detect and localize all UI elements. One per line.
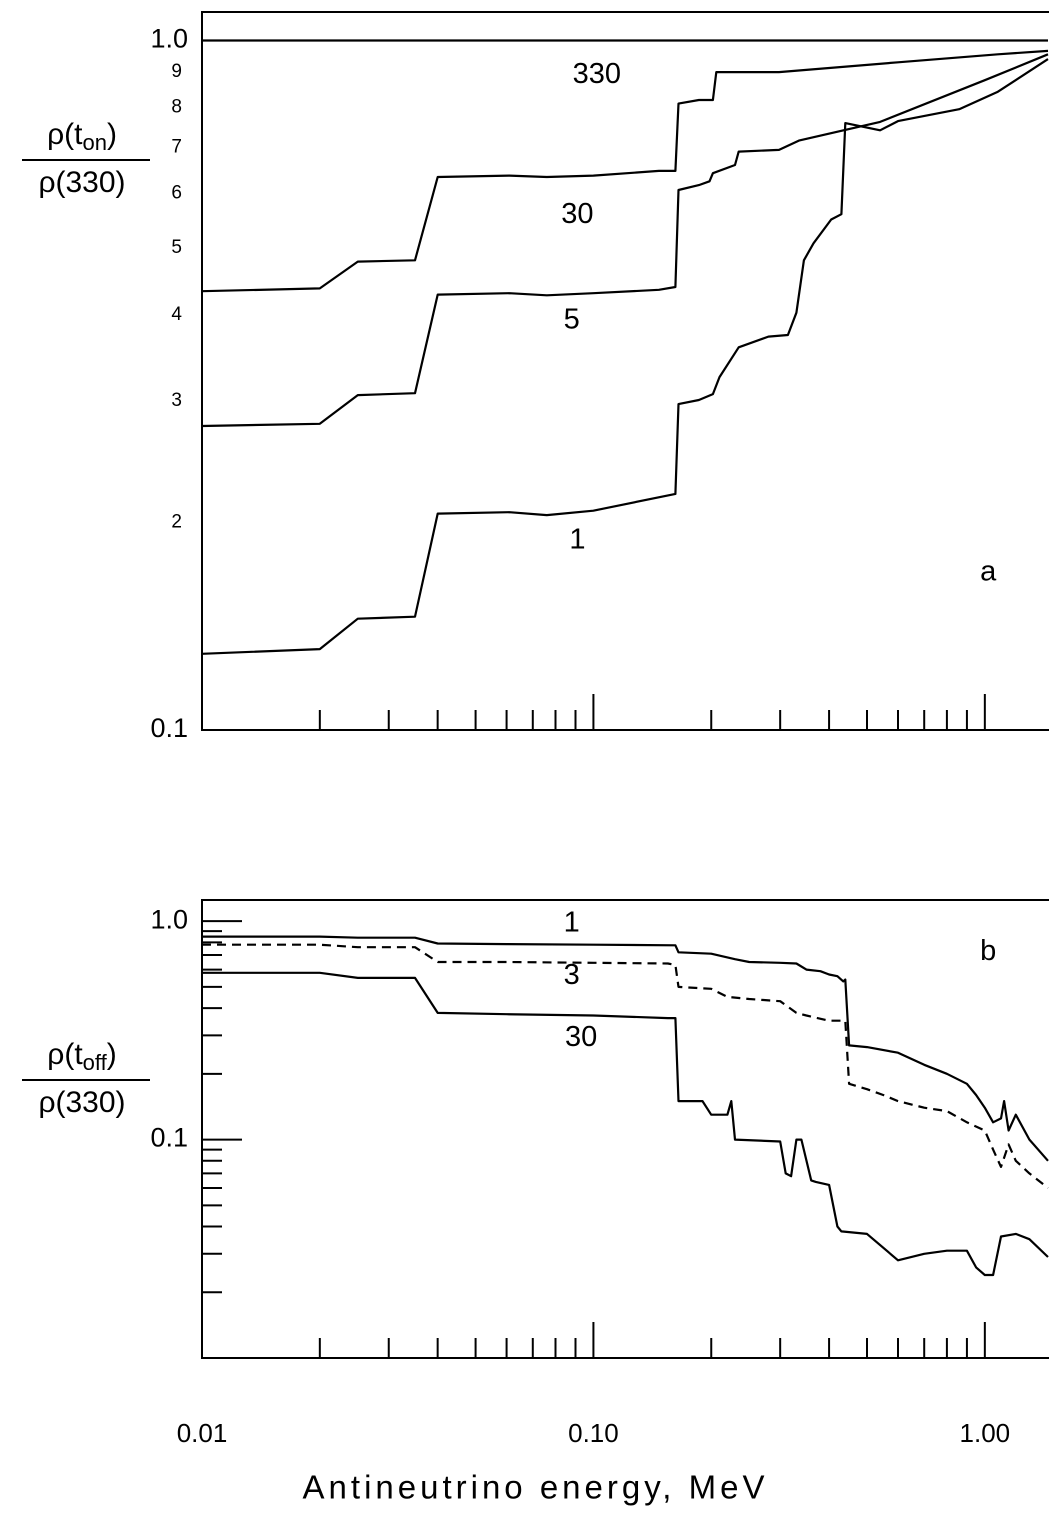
y-label-subscript: off <box>83 1050 108 1075</box>
y-label-text: ρ(t <box>47 1038 83 1071</box>
y-tick-label: 5 <box>171 237 182 258</box>
y-label-denominator: ρ(330) <box>38 166 125 199</box>
curve <box>202 935 1049 1162</box>
y-tick-label: 1.0 <box>150 904 188 934</box>
annotation: 1 <box>564 907 580 939</box>
annotation: 1 <box>569 524 585 556</box>
curve <box>202 971 1049 1277</box>
y-label-text: ρ(t <box>47 118 83 151</box>
y-tick-label: 0.1 <box>150 1123 188 1153</box>
y-tick-label: 6 <box>171 183 182 204</box>
annotation: 3 <box>564 959 580 991</box>
curve <box>201 49 1049 293</box>
y-tick-label: 8 <box>171 96 182 117</box>
x-label: Antineutrino energy, MeV <box>303 1469 769 1506</box>
x-tick-label: 0.01 <box>177 1418 228 1448</box>
y-label-text: ) <box>107 1038 117 1071</box>
curve <box>201 53 1049 428</box>
y-label-numerator: ρ(toff) <box>47 1038 116 1075</box>
annotation: 30 <box>561 198 593 230</box>
plot-frame <box>201 11 1049 731</box>
plot-frame <box>201 899 1049 1359</box>
y-tick-label: 7 <box>171 136 182 157</box>
annotation: b <box>980 935 996 967</box>
y-tick-label: 0.1 <box>150 713 188 743</box>
y-label-numerator: ρ(ton) <box>47 118 117 155</box>
annotation: 5 <box>564 304 580 336</box>
y-label-text: ) <box>107 118 117 151</box>
y-tick-label: 1.0 <box>150 24 188 54</box>
y-tick-label: 3 <box>171 390 182 411</box>
curve <box>202 943 1049 1189</box>
y-tick-label: 9 <box>171 61 182 82</box>
y-tick-label: 4 <box>171 304 182 325</box>
x-tick-label: 1.00 <box>960 1418 1011 1448</box>
curve <box>201 58 1049 655</box>
y-label-denominator: ρ(330) <box>38 1086 125 1119</box>
x-tick-label: 0.10 <box>568 1418 619 1448</box>
y-tick-label: 2 <box>171 511 182 532</box>
annotation: 30 <box>565 1021 597 1053</box>
annotation: a <box>980 556 997 588</box>
annotation: 330 <box>573 58 621 90</box>
y-label-subscript: on <box>82 130 106 155</box>
